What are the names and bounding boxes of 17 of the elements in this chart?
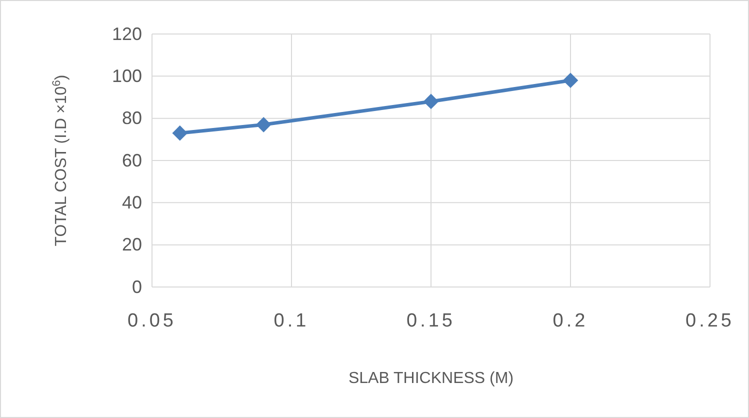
y-tick-label: 20 xyxy=(122,234,142,255)
y-tick-label: 100 xyxy=(112,66,142,86)
y-tick-label: 80 xyxy=(122,108,142,128)
x-tick-label: 0.05 xyxy=(128,310,176,332)
point xyxy=(423,94,439,110)
point xyxy=(172,125,188,141)
point xyxy=(256,116,272,132)
y-tick-label: 60 xyxy=(122,150,142,170)
x-tick-label: 0.2 xyxy=(552,310,588,332)
x-axis-title: SLAB THICKNESS (M) xyxy=(348,370,514,387)
y-tick-label: 40 xyxy=(122,192,142,212)
x-tick-label: 0.15 xyxy=(406,310,456,332)
x-tick-label: 0.1 xyxy=(274,310,310,332)
y-tick-label: 120 xyxy=(112,24,142,44)
point xyxy=(562,72,578,88)
x-tick-label: 0.25 xyxy=(686,310,734,332)
y-tick-label: 0 xyxy=(132,276,142,297)
